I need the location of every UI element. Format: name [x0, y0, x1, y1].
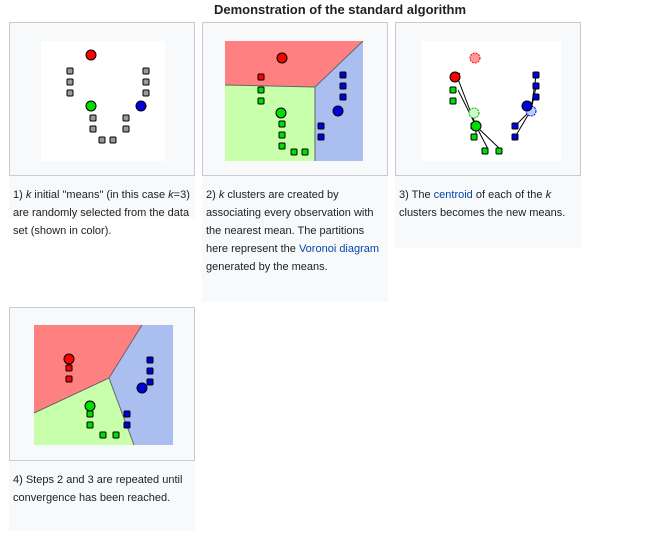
thumbnail-1[interactable] — [9, 22, 195, 176]
red-mean — [276, 52, 288, 64]
red-mean — [63, 353, 75, 365]
gallery-item-2: 2) k clusters are created by associating… — [202, 22, 388, 302]
gallery-item-3: 3) The centroid of each of the k cluster… — [395, 22, 581, 248]
green-region — [34, 378, 134, 445]
blue-mean — [136, 382, 148, 394]
kmeans-step2-image — [224, 40, 364, 161]
green-mean — [275, 107, 287, 119]
green-mean — [470, 120, 482, 132]
voronoi-diagram-link[interactable]: Voronoi diagram — [298, 243, 380, 255]
old-green-mean — [468, 107, 480, 119]
caption-4: 4) Steps 2 and 3 are repeated until conv… — [13, 474, 183, 504]
blue-mean — [332, 105, 344, 117]
thumbnail-2[interactable] — [202, 22, 388, 176]
kmeans-step4-image — [33, 324, 173, 446]
green-mean — [84, 400, 96, 412]
gallery-item-1: 1) k initial "means" (in this case k=3) … — [9, 22, 195, 237]
caption-2: 2) k clusters are created by associating… — [206, 189, 380, 273]
plot-background — [421, 41, 561, 161]
blue-region — [315, 41, 363, 161]
gallery-title: Demonstration of the standard algorithm — [213, 2, 467, 17]
blue-mean — [521, 100, 533, 112]
green-region — [225, 85, 315, 161]
red-mean — [85, 49, 97, 61]
kmeans-step1-image — [41, 41, 165, 161]
thumbnail-3[interactable] — [395, 22, 581, 176]
red-mean — [449, 71, 461, 83]
thumbnail-4[interactable] — [9, 307, 195, 461]
gallery-item-4: 4) Steps 2 and 3 are repeated until conv… — [9, 307, 195, 531]
caption-3: 3) The centroid of each of the k cluster… — [399, 189, 566, 219]
gray-points — [66, 67, 150, 144]
old-red-mean — [469, 52, 481, 64]
kmeans-step3-image — [421, 41, 561, 161]
centroid-link[interactable]: centroid — [433, 189, 473, 201]
green-mean — [85, 100, 97, 112]
red-region — [34, 325, 142, 413]
caption-1: 1) k initial "means" (in this case k=3) … — [13, 189, 190, 237]
blue-mean — [135, 100, 147, 112]
